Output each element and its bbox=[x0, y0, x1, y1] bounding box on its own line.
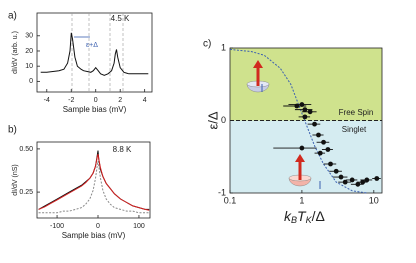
y-tick-label: 0 bbox=[29, 78, 33, 85]
y-tick-label: 30 bbox=[25, 33, 33, 40]
panel-label: b) bbox=[8, 125, 17, 136]
data-line bbox=[38, 153, 150, 211]
x-tick-label: 0 bbox=[96, 223, 100, 230]
data-point bbox=[316, 132, 321, 138]
x-axis-label-part: K bbox=[306, 215, 313, 225]
data-point bbox=[360, 179, 366, 185]
plot-frame bbox=[36, 12, 153, 93]
x-axis-label: Sample bias (mV) bbox=[63, 105, 127, 114]
data-point bbox=[325, 147, 331, 152]
plot-frame bbox=[36, 141, 151, 219]
model-curve bbox=[229, 48, 367, 194]
x-axis-label-part: B bbox=[291, 215, 297, 225]
y-tick-label: 20 bbox=[25, 48, 33, 55]
x-axis-label-part: /Δ bbox=[312, 208, 325, 224]
data-point bbox=[299, 102, 305, 107]
spin-icons bbox=[246, 60, 321, 189]
annotation: ε+Δ bbox=[86, 42, 98, 49]
x-axis-label: kBTK/Δ bbox=[284, 208, 325, 226]
data-point bbox=[349, 177, 355, 183]
x-axis-label-part: T bbox=[297, 208, 307, 224]
y-axis-label: dI/dV (arb. u.) bbox=[12, 31, 19, 74]
x-tick-label: -100 bbox=[50, 223, 64, 230]
data-point bbox=[328, 161, 333, 167]
annotation: 8.8 K bbox=[113, 145, 132, 154]
spin-arrow-head bbox=[253, 60, 263, 68]
y-tick-label: 0.50 bbox=[19, 146, 33, 153]
panel-label: a) bbox=[8, 11, 17, 22]
spin-arrow-head bbox=[295, 154, 305, 162]
panel-label: c) bbox=[203, 39, 211, 50]
data-point bbox=[299, 145, 305, 151]
y-tick-label: 0.25 bbox=[19, 189, 33, 196]
data-point bbox=[321, 139, 326, 145]
data-point bbox=[312, 121, 317, 127]
data-point bbox=[317, 150, 323, 156]
annotation: Singlet bbox=[342, 125, 367, 134]
data-line bbox=[40, 32, 149, 76]
data-line bbox=[38, 160, 150, 214]
y-axis-label: ε/Δ bbox=[205, 111, 220, 129]
x-tick-label: -4 bbox=[44, 97, 50, 104]
x-tick-label: 1 bbox=[299, 195, 304, 205]
y-tick-label: 1 bbox=[221, 42, 226, 52]
y-axis-label: dI/dV (nS) bbox=[12, 164, 19, 196]
data-point bbox=[374, 176, 380, 181]
x-axis-label-part: k bbox=[284, 208, 292, 224]
x-tick-label: 2 bbox=[118, 97, 122, 104]
y-tick-label: 0 bbox=[221, 115, 226, 125]
y-tick-label: -1 bbox=[218, 187, 226, 197]
x-tick-label: -2 bbox=[68, 97, 74, 104]
y-tick-label: 10 bbox=[25, 63, 33, 70]
data-point bbox=[355, 181, 361, 187]
data-point bbox=[302, 107, 308, 113]
data-point bbox=[342, 179, 348, 185]
x-tick-label: 0 bbox=[94, 97, 98, 104]
x-axis-label: Sample bias (mV) bbox=[62, 231, 126, 240]
data-point bbox=[307, 109, 313, 115]
annotation: 4.5 K bbox=[111, 14, 130, 23]
data-point bbox=[364, 177, 370, 183]
x-tick-label: 0.1 bbox=[224, 195, 237, 205]
x-tick-label: 100 bbox=[133, 223, 145, 230]
x-tick-label: 10 bbox=[369, 195, 379, 205]
x-tick-label: 4 bbox=[143, 97, 147, 104]
data-point bbox=[338, 174, 344, 180]
data-point bbox=[302, 114, 308, 120]
data-point bbox=[333, 168, 339, 174]
annotation: Free Spin bbox=[339, 108, 374, 117]
